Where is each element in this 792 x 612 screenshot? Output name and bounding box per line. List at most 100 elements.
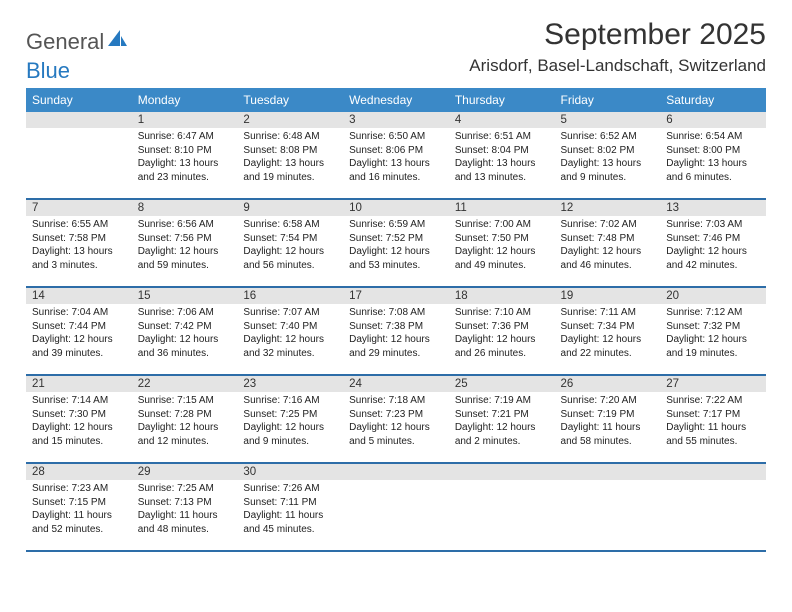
- day-number-cell: 4: [449, 112, 555, 128]
- day-number-cell: 7: [26, 200, 132, 216]
- day-number: 1: [132, 112, 238, 128]
- day-number: 21: [26, 376, 132, 392]
- logo-text-blue: Blue: [26, 58, 70, 84]
- day-number-cell: 29: [132, 464, 238, 480]
- day-cell: Sunrise: 7:18 AMSunset: 7:23 PMDaylight:…: [343, 392, 449, 462]
- day-number: 6: [660, 112, 766, 128]
- week-separator: [26, 550, 766, 552]
- day-number-cell: [449, 464, 555, 480]
- day-details: Sunrise: 7:02 AMSunset: 7:48 PMDaylight:…: [555, 216, 661, 278]
- day-number: [660, 464, 766, 480]
- day-number-cell: 30: [237, 464, 343, 480]
- day-number: 3: [343, 112, 449, 128]
- day-number-cell: 19: [555, 288, 661, 304]
- day-cell: Sunrise: 7:14 AMSunset: 7:30 PMDaylight:…: [26, 392, 132, 462]
- page-subtitle: Arisdorf, Basel-Landschaft, Switzerland: [469, 56, 766, 76]
- day-number-cell: 6: [660, 112, 766, 128]
- day-details: Sunrise: 7:19 AMSunset: 7:21 PMDaylight:…: [449, 392, 555, 454]
- day-number: 26: [555, 376, 661, 392]
- day-cell: [26, 128, 132, 198]
- day-details: Sunrise: 7:11 AMSunset: 7:34 PMDaylight:…: [555, 304, 661, 366]
- day-details: Sunrise: 6:58 AMSunset: 7:54 PMDaylight:…: [237, 216, 343, 278]
- day-cell: Sunrise: 7:20 AMSunset: 7:19 PMDaylight:…: [555, 392, 661, 462]
- day-number-cell: 2: [237, 112, 343, 128]
- day-number-cell: [555, 464, 661, 480]
- day-cell: Sunrise: 7:07 AMSunset: 7:40 PMDaylight:…: [237, 304, 343, 374]
- weekday-header-row: SundayMondayTuesdayWednesdayThursdayFrid…: [26, 88, 766, 112]
- day-number-row: 21222324252627: [26, 376, 766, 392]
- day-number-cell: [660, 464, 766, 480]
- day-details: Sunrise: 7:22 AMSunset: 7:17 PMDaylight:…: [660, 392, 766, 454]
- day-number-cell: 3: [343, 112, 449, 128]
- title-block: September 2025 Arisdorf, Basel-Landschaf…: [469, 18, 766, 76]
- day-content-row: Sunrise: 7:04 AMSunset: 7:44 PMDaylight:…: [26, 304, 766, 374]
- day-details: Sunrise: 6:54 AMSunset: 8:00 PMDaylight:…: [660, 128, 766, 190]
- logo-sail-icon: [106, 28, 128, 55]
- day-cell: Sunrise: 6:54 AMSunset: 8:00 PMDaylight:…: [660, 128, 766, 198]
- weekday-header: Saturday: [660, 88, 766, 112]
- day-number: 29: [132, 464, 238, 480]
- day-cell: Sunrise: 7:00 AMSunset: 7:50 PMDaylight:…: [449, 216, 555, 286]
- day-details: Sunrise: 7:03 AMSunset: 7:46 PMDaylight:…: [660, 216, 766, 278]
- day-number: 4: [449, 112, 555, 128]
- day-cell: Sunrise: 6:48 AMSunset: 8:08 PMDaylight:…: [237, 128, 343, 198]
- day-number-cell: [26, 112, 132, 128]
- day-number: 16: [237, 288, 343, 304]
- day-details: Sunrise: 6:59 AMSunset: 7:52 PMDaylight:…: [343, 216, 449, 278]
- day-details: Sunrise: 6:47 AMSunset: 8:10 PMDaylight:…: [132, 128, 238, 190]
- day-cell: Sunrise: 7:06 AMSunset: 7:42 PMDaylight:…: [132, 304, 238, 374]
- day-number: 8: [132, 200, 238, 216]
- day-number-cell: 13: [660, 200, 766, 216]
- day-cell: [555, 480, 661, 550]
- day-cell: [660, 480, 766, 550]
- day-details: Sunrise: 6:50 AMSunset: 8:06 PMDaylight:…: [343, 128, 449, 190]
- day-details: Sunrise: 7:15 AMSunset: 7:28 PMDaylight:…: [132, 392, 238, 454]
- weekday-header: Tuesday: [237, 88, 343, 112]
- day-details: Sunrise: 7:26 AMSunset: 7:11 PMDaylight:…: [237, 480, 343, 542]
- day-number-cell: 21: [26, 376, 132, 392]
- day-content-row: Sunrise: 7:23 AMSunset: 7:15 PMDaylight:…: [26, 480, 766, 550]
- day-number: [26, 112, 132, 128]
- day-number-cell: 27: [660, 376, 766, 392]
- day-number-cell: 8: [132, 200, 238, 216]
- day-number-cell: 10: [343, 200, 449, 216]
- day-details: Sunrise: 6:51 AMSunset: 8:04 PMDaylight:…: [449, 128, 555, 190]
- day-cell: Sunrise: 6:58 AMSunset: 7:54 PMDaylight:…: [237, 216, 343, 286]
- day-details: Sunrise: 6:55 AMSunset: 7:58 PMDaylight:…: [26, 216, 132, 278]
- day-cell: Sunrise: 6:47 AMSunset: 8:10 PMDaylight:…: [132, 128, 238, 198]
- day-number-row: 123456: [26, 112, 766, 128]
- day-number: 9: [237, 200, 343, 216]
- day-number-cell: 11: [449, 200, 555, 216]
- day-details: Sunrise: 7:18 AMSunset: 7:23 PMDaylight:…: [343, 392, 449, 454]
- day-number: 5: [555, 112, 661, 128]
- day-content-row: Sunrise: 6:47 AMSunset: 8:10 PMDaylight:…: [26, 128, 766, 198]
- day-details: Sunrise: 7:12 AMSunset: 7:32 PMDaylight:…: [660, 304, 766, 366]
- day-cell: Sunrise: 7:16 AMSunset: 7:25 PMDaylight:…: [237, 392, 343, 462]
- day-number-cell: 24: [343, 376, 449, 392]
- day-cell: [449, 480, 555, 550]
- day-cell: Sunrise: 7:25 AMSunset: 7:13 PMDaylight:…: [132, 480, 238, 550]
- day-details: Sunrise: 7:23 AMSunset: 7:15 PMDaylight:…: [26, 480, 132, 542]
- day-number-cell: 26: [555, 376, 661, 392]
- calendar-page: General September 2025 Arisdorf, Basel-L…: [0, 0, 792, 570]
- day-cell: Sunrise: 7:04 AMSunset: 7:44 PMDaylight:…: [26, 304, 132, 374]
- day-cell: Sunrise: 7:23 AMSunset: 7:15 PMDaylight:…: [26, 480, 132, 550]
- day-number-cell: 15: [132, 288, 238, 304]
- day-number: 20: [660, 288, 766, 304]
- day-number: [449, 464, 555, 480]
- day-number: 25: [449, 376, 555, 392]
- day-cell: Sunrise: 6:52 AMSunset: 8:02 PMDaylight:…: [555, 128, 661, 198]
- day-content-row: Sunrise: 6:55 AMSunset: 7:58 PMDaylight:…: [26, 216, 766, 286]
- day-cell: Sunrise: 7:19 AMSunset: 7:21 PMDaylight:…: [449, 392, 555, 462]
- day-number-cell: 25: [449, 376, 555, 392]
- day-number: 7: [26, 200, 132, 216]
- day-cell: Sunrise: 7:02 AMSunset: 7:48 PMDaylight:…: [555, 216, 661, 286]
- day-number: 18: [449, 288, 555, 304]
- day-number: 2: [237, 112, 343, 128]
- day-number: 13: [660, 200, 766, 216]
- day-number: 22: [132, 376, 238, 392]
- day-cell: Sunrise: 7:15 AMSunset: 7:28 PMDaylight:…: [132, 392, 238, 462]
- day-number: 24: [343, 376, 449, 392]
- weekday-header: Wednesday: [343, 88, 449, 112]
- day-number-cell: 22: [132, 376, 238, 392]
